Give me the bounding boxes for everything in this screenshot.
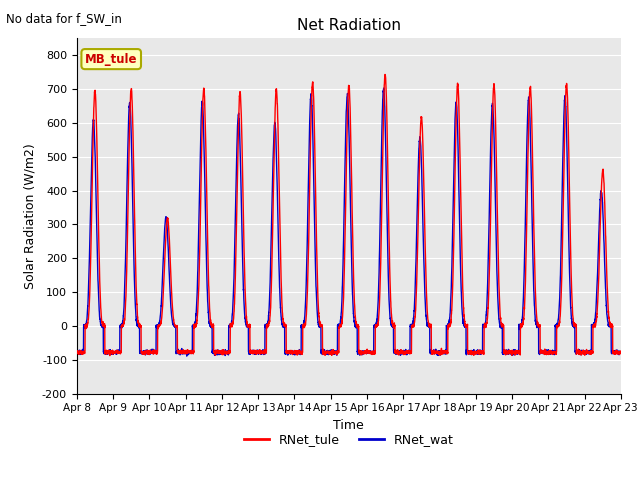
Y-axis label: Solar Radiation (W/m2): Solar Radiation (W/m2) — [24, 143, 36, 289]
Title: Net Radiation: Net Radiation — [297, 18, 401, 33]
Legend: RNet_tule, RNet_wat: RNet_tule, RNet_wat — [239, 428, 459, 451]
Text: MB_tule: MB_tule — [85, 53, 138, 66]
Text: No data for f_SW_in: No data for f_SW_in — [6, 12, 122, 25]
X-axis label: Time: Time — [333, 419, 364, 432]
